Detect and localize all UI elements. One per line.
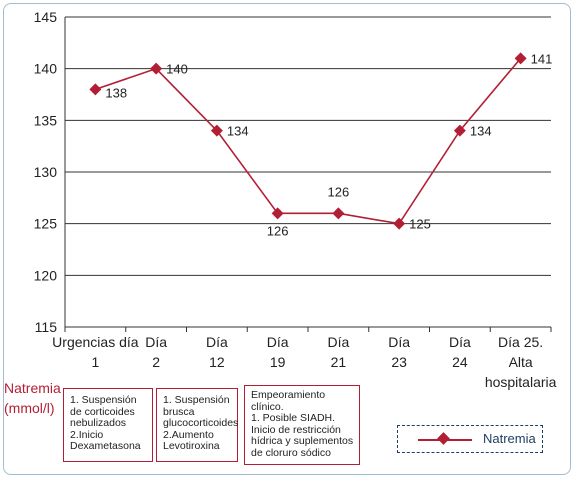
x-tick-label: Día 24: [449, 334, 471, 370]
x-tick-label: Urgencias día 1: [52, 334, 139, 370]
y-tick-label: 130: [34, 164, 58, 180]
y-tick-label: 120: [34, 267, 58, 283]
chart-legend: Natremia: [397, 425, 543, 453]
legend-series-name: Natremia: [483, 431, 536, 446]
data-point-marker: [210, 124, 223, 137]
annotation-box-1: 1. Suspensión de corticoides nebulizados…: [63, 388, 153, 462]
chart-frame: [3, 3, 571, 475]
data-label: 125: [409, 217, 431, 232]
data-point-marker: [332, 207, 345, 220]
x-tick-label: Día 23: [388, 334, 410, 370]
y-tick-label: 140: [34, 61, 58, 77]
data-label: 140: [166, 62, 188, 77]
data-point-marker: [150, 62, 163, 75]
x-tick-label: Día 2: [145, 334, 167, 370]
y-axis-title: Natremia (mmol/l): [4, 378, 61, 418]
x-tick-label: Día 12: [206, 334, 228, 370]
data-point-marker: [271, 207, 284, 220]
data-point-marker: [89, 83, 102, 96]
series-line-natremia: [95, 57, 522, 225]
data-point-marker: [393, 217, 406, 230]
data-label: 134: [470, 124, 492, 139]
y-tick-label: 135: [34, 112, 58, 128]
data-label: 134: [227, 124, 249, 139]
data-label: 141: [531, 51, 553, 66]
y-axis-title-line: (mmol/l): [4, 400, 55, 416]
legend-diamond-marker: [437, 432, 450, 445]
data-label: 126: [267, 223, 289, 238]
y-tick-label: 125: [34, 216, 58, 232]
x-tick-label: Día 19: [267, 334, 289, 370]
data-point-marker: [453, 124, 466, 137]
data-label: 126: [328, 184, 350, 199]
x-tick-label: Día 21: [327, 334, 349, 370]
y-tick-label: 145: [34, 9, 58, 25]
annotation-box-3: Empeoramiento clínico. 1. Posible SIADH.…: [244, 385, 360, 465]
data-label: 138: [105, 85, 127, 100]
x-tick-label: Día 25. Alta hospitalaria: [485, 334, 557, 390]
y-axis-title-line: Natremia: [4, 380, 61, 396]
y-tick-label: 115: [35, 319, 58, 335]
annotation-box-2: 1. Suspensión brusca glucocorticoides 2.…: [156, 388, 238, 462]
data-point-marker: [514, 52, 527, 65]
